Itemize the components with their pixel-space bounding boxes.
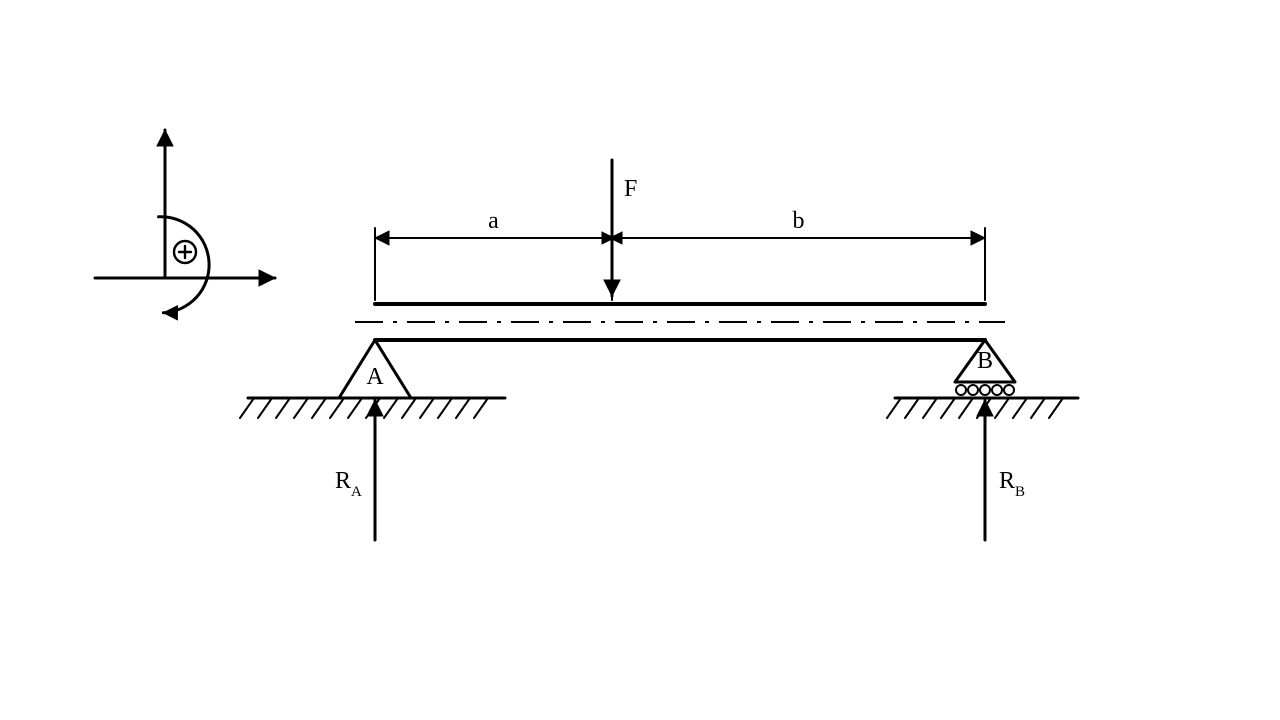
svg-text:A: A [366,364,384,390]
svg-text:a: a [488,208,499,234]
beam-diagram: a b F A RA B RB [0,0,1280,720]
svg-text:RB: RB [999,468,1025,500]
svg-text:b: b [793,208,805,234]
svg-text:F: F [624,176,637,202]
svg-text:RA: RA [335,468,362,500]
svg-text:B: B [977,348,993,374]
